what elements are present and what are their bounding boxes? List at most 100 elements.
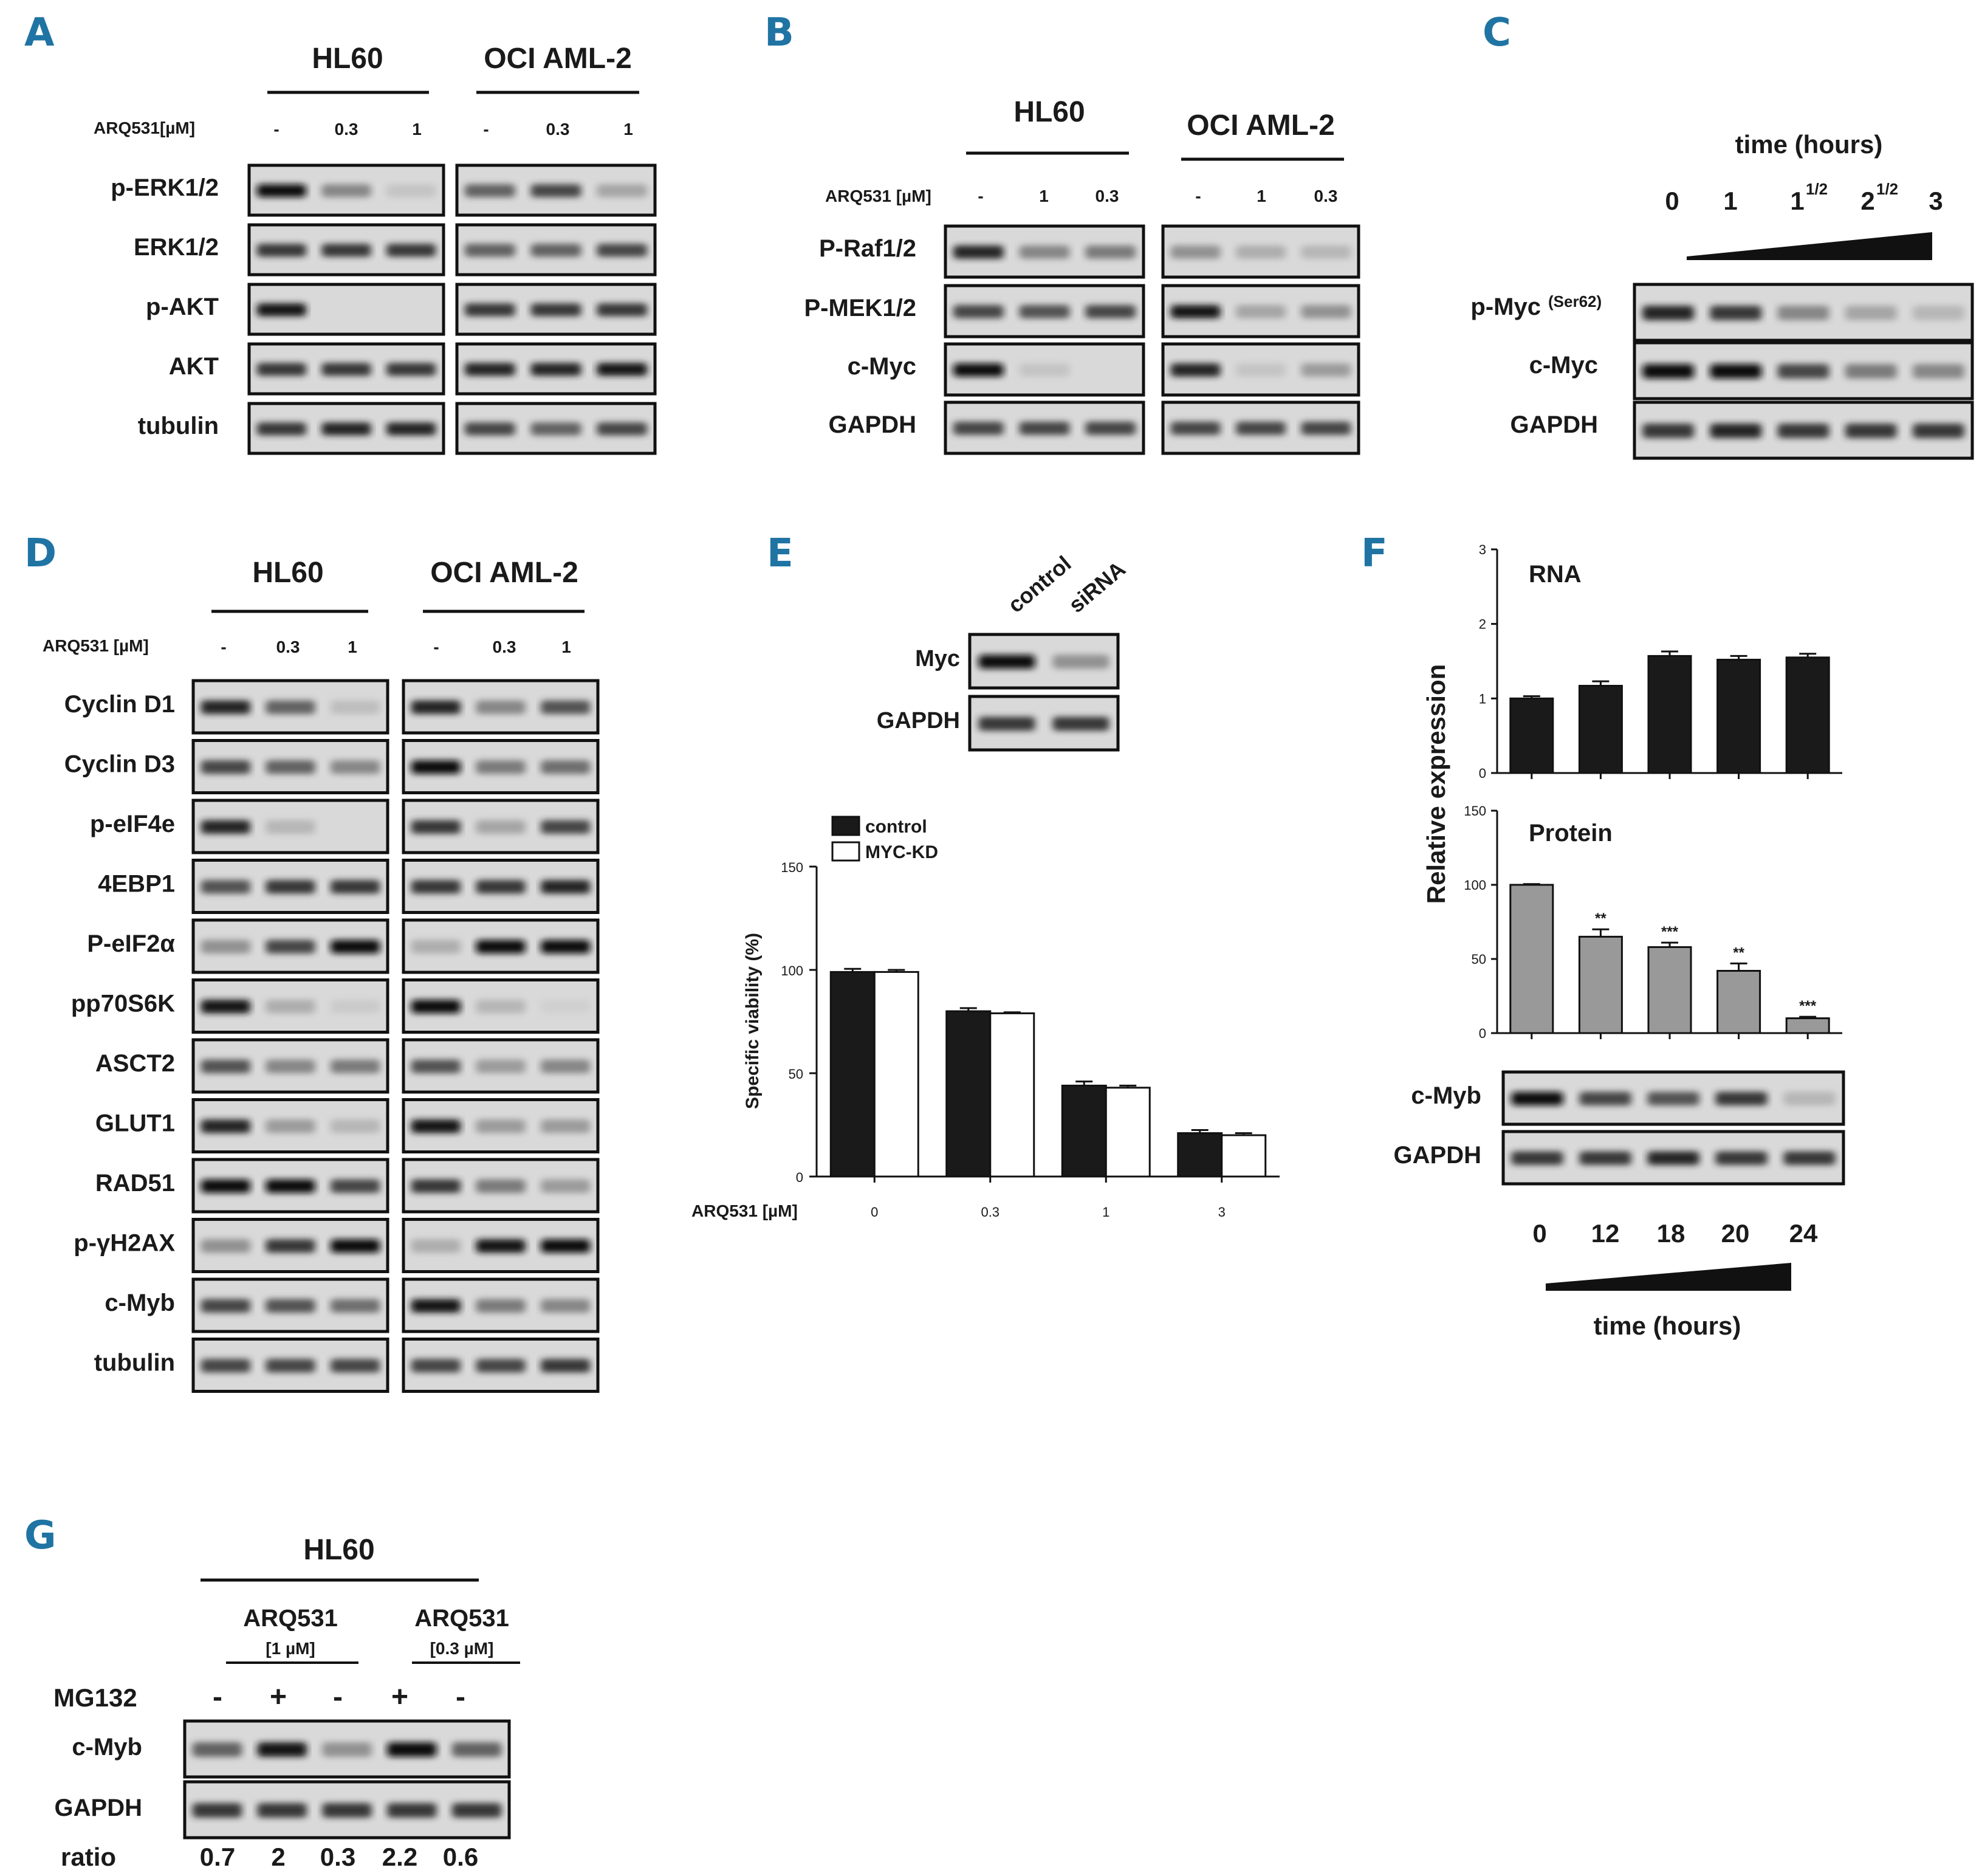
- panel-a-blot-oci-band-2: [530, 184, 581, 198]
- panel-g-blot-band-4: [387, 1742, 437, 1757]
- panel-e-row-labels: Myc GAPDH: [877, 646, 960, 734]
- panel-c-blot-band-4: [1845, 305, 1897, 320]
- panel-f-blot-band-3: [1647, 1091, 1699, 1106]
- panel-d-blot-oci-band-2: [476, 1059, 526, 1074]
- panel-d-blot-oci-band-1: [411, 760, 461, 774]
- panel-d-blot-oci-band-1: [411, 1299, 461, 1313]
- panel-d-conditions: - 0.3 1 - 0.3 1: [221, 637, 571, 656]
- panel-a-blot-oci-band-2: [530, 303, 581, 317]
- panel-a-blots: [247, 163, 657, 455]
- panel-d-row-label: tubulin: [94, 1350, 175, 1376]
- panel-d-blot-oci-band-2: [476, 760, 526, 774]
- panel-d-row-labels: Cyclin D1 Cyclin D3 p-eIF4e 4EBP1 P-eIF2α pp7…: [64, 691, 176, 1376]
- panel-d-blot-hl60-band-1: [201, 1299, 250, 1313]
- panel-letter-f: F: [1361, 531, 1388, 576]
- panel-b-blot-hl60-band-1: [953, 363, 1004, 377]
- panel-f-ylabel: Relative expression: [1422, 664, 1450, 904]
- panel-b-blot-oci: [1161, 284, 1360, 338]
- panel-g-ratios: 0.7 2 0.3 2.2 0.6: [200, 1843, 478, 1871]
- panel-b-row-label: c-Myc: [848, 353, 916, 380]
- panel-c-time-sup: 1/2: [1876, 180, 1898, 198]
- panel-d-blot-oci-band-1: [411, 1239, 461, 1253]
- panel-d-row-label: RAD51: [95, 1170, 175, 1197]
- panel-g-cell-line: HL60: [303, 1534, 374, 1566]
- panel-d-blot-hl60-band-2: [266, 760, 315, 774]
- panel-b-row-label: P-Raf1/2: [819, 235, 916, 262]
- panel-d-row-label: pp70S6K: [71, 991, 175, 1017]
- panel-a-blot-hl60: [247, 223, 445, 277]
- panel-d-blot-hl60-band-1: [201, 1059, 250, 1074]
- panel-f-time-point: 12: [1591, 1219, 1620, 1248]
- panel-a-condition-2-3: 1: [623, 120, 633, 139]
- panel-a-blot-hl60: [247, 342, 445, 396]
- panel-d-blot-hl60-band-2: [266, 1000, 315, 1014]
- panel-g-ratio-value: 2.2: [382, 1843, 417, 1871]
- panel-a-blot-hl60-band-3: [386, 184, 436, 198]
- panel-a-blot-oci-band-1: [465, 422, 515, 436]
- panel-b-blot-oci-band-1: [1170, 363, 1221, 377]
- panel-f-bar: [1716, 659, 1761, 774]
- panel-b-blot-oci: [1161, 224, 1360, 279]
- panel-f-ytick-label: 2: [1479, 617, 1486, 632]
- panel-b-blot-hl60-band-1: [953, 245, 1004, 259]
- panel-e-legend-label: control: [865, 817, 927, 837]
- panel-d-blot-hl60: [191, 799, 389, 854]
- panel-b: B HL60 OCI AML-2 ARQ531 [µM] -1 0.3-1 0.3 …: [764, 10, 1360, 455]
- panel-b-blot-oci-band-3: [1301, 304, 1351, 318]
- panel-g-mg132-label: MG132: [53, 1683, 137, 1712]
- panel-b-blot-oci-band-2: [1236, 421, 1286, 435]
- panel-d-blot-hl60-band-1: [201, 760, 250, 774]
- panel-d-blot-oci-band-2: [476, 1359, 526, 1373]
- panel-a-blot-hl60-band-1: [256, 363, 306, 376]
- panel-d-blot-oci-band-2: [476, 820, 526, 834]
- panel-a-treatment-label: ARQ531[µM]: [94, 119, 195, 137]
- panel-f-ytick-label: 1: [1479, 691, 1486, 706]
- panel-d-blot-hl60-band-3: [331, 1179, 380, 1194]
- panel-d-blot-oci-band-3: [541, 820, 591, 834]
- panel-f-blots: [1501, 1070, 1845, 1186]
- panel-f-time-point: 20: [1721, 1219, 1750, 1248]
- panel-d-blot-oci-band-1: [411, 940, 461, 954]
- panel-b-blot-oci-band-1: [1170, 421, 1221, 435]
- panel-d-blot-oci-band-3: [541, 1239, 591, 1253]
- panel-c-blot: [1633, 283, 1974, 342]
- panel-letter-e: E: [767, 531, 794, 576]
- panel-b-blot-hl60-band-2: [1019, 304, 1070, 318]
- panel-d-condition-2-2: 0.3: [493, 637, 516, 656]
- panel-d-blot-oci-band-1: [411, 1059, 461, 1074]
- panel-e-bar-control: [1177, 1132, 1223, 1178]
- panel-f-subplot-title: RNA: [1529, 561, 1582, 588]
- panel-g-blot-band-1: [192, 1802, 242, 1818]
- panel-a-blot-oci-band-1: [465, 363, 515, 376]
- panel-c: C time (hours) 0 1 1 1/2 2 1/2 3 p-Mycc-MycGAP…: [1470, 10, 1974, 460]
- panel-b-blot-oci-band-3: [1301, 245, 1351, 259]
- panel-b-condition-1-1: -: [978, 187, 983, 205]
- panel-a-blot-hl60-band-3: [386, 363, 436, 376]
- panel-e-bar-MYC-KD: [989, 1012, 1035, 1178]
- panel-f-bar: [1509, 884, 1554, 1034]
- panel-e-bar-MYC-KD: [873, 971, 919, 1178]
- panel-d-condition-2-1: -: [433, 637, 439, 656]
- panel-f-ytick-label: 3: [1479, 542, 1486, 557]
- panel-d-blot-hl60-band-1: [201, 1119, 250, 1133]
- panel-a-row-labels: p-ERK1/2 ERK1/2 p-AKT AKT tubulin: [111, 174, 219, 439]
- panel-d-row-label: Cyclin D3: [64, 751, 175, 778]
- panel-b-blots: [944, 224, 1360, 455]
- panel-e-bar-control: [1061, 1084, 1107, 1178]
- panel-d-blot-hl60-band-3: [331, 1000, 380, 1014]
- panel-d-blot-hl60-band-3: [331, 880, 380, 894]
- panel-e-bar-MYC-KD: [1105, 1087, 1151, 1178]
- panel-d-blot-hl60-band-1: [201, 1000, 250, 1014]
- panel-e-lane-control: control: [1003, 551, 1076, 617]
- panel-g-mg132-values: - + - + -: [213, 1681, 465, 1713]
- panel-a-cell-line-2: OCI AML-2: [484, 43, 632, 75]
- panel-d-blots: [191, 679, 600, 1393]
- panel-g-group-2-drug: ARQ531: [414, 1605, 509, 1632]
- panel-f-blot-band-5: [1783, 1091, 1836, 1106]
- panel-letter-a: A: [24, 10, 55, 55]
- panel-b-condition-1-3: 0.3: [1096, 187, 1119, 205]
- panel-d-blot-oci-band-1: [411, 700, 461, 715]
- panel-f-blot-band-1: [1511, 1091, 1563, 1106]
- panel-letter-d: D: [24, 531, 57, 576]
- panel-c-blot-band-5: [1913, 363, 1964, 379]
